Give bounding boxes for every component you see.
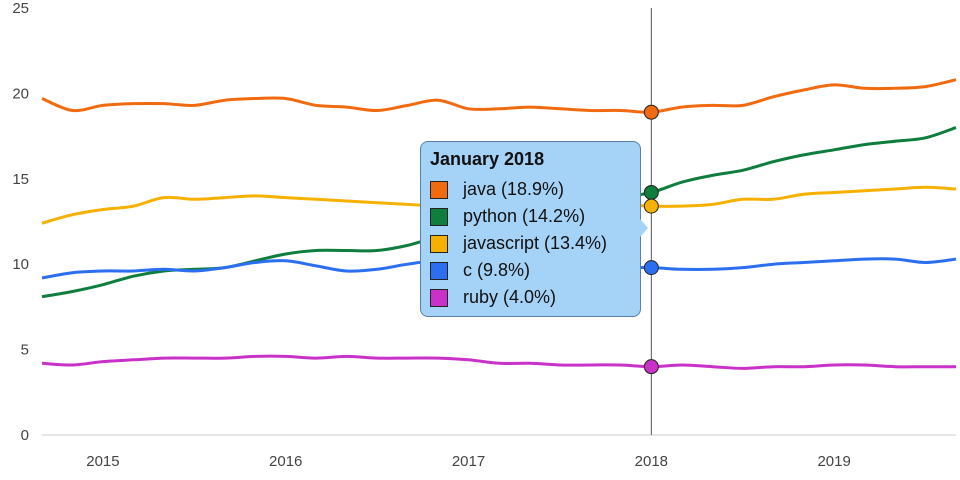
tooltip-row-javascript: javascript (13.4%): [430, 230, 632, 257]
y-tick-label-25: 25: [12, 0, 29, 17]
tooltip-label-javascript: javascript (13.4%): [463, 233, 608, 253]
y-tick-label-0: 0: [21, 427, 29, 444]
hover-marker-python: [643, 184, 659, 200]
y-tick-label-10: 10: [12, 256, 29, 273]
x-tick-label-2017: 2017: [452, 453, 485, 470]
tooltip-row-java: java (18.9%): [430, 176, 632, 203]
tooltip-label-python: python (14.2%): [463, 206, 586, 226]
x-tick-label-2019: 2019: [817, 453, 850, 470]
hover-marker-javascript: [643, 198, 659, 214]
tooltip-swatch-python: [430, 207, 448, 226]
y-tick-label-5: 5: [21, 342, 29, 359]
series-line-java: [41, 78, 957, 114]
x-tick-label-2018: 2018: [635, 453, 668, 470]
tooltip-swatch-ruby: [430, 288, 448, 307]
series-line-ruby: [41, 354, 956, 370]
tooltip-pointer: [640, 219, 648, 237]
tooltip-row-c: c (9.8%): [430, 257, 632, 284]
y-tick-label-15: 15: [12, 171, 29, 188]
tooltip-row-ruby: ruby (4.0%): [430, 284, 632, 311]
hover-tooltip: January 2018 java (18.9%) python (14.2%)…: [420, 141, 641, 317]
tooltip-row-python: python (14.2%): [430, 203, 632, 230]
tooltip-swatch-javascript: [430, 234, 448, 253]
tooltip-title: January 2018: [430, 149, 545, 169]
tooltip-label-ruby: ruby (4.0%): [463, 287, 557, 307]
hover-markers: [643, 104, 659, 375]
x-tick-label-2016: 2016: [269, 453, 302, 470]
x-tick-label-2015: 2015: [86, 453, 119, 470]
tooltip-swatch-java: [430, 180, 448, 199]
hover-marker-c: [643, 260, 659, 276]
tooltip-label-java: java (18.9%): [463, 179, 565, 199]
tooltip-swatch-c: [430, 261, 448, 280]
tooltip-label-c: c (9.8%): [463, 260, 531, 280]
y-axis-tick-labels: 0 5 10 15 20 25: [12, 0, 29, 444]
y-tick-label-20: 20: [12, 85, 29, 102]
hover-marker-ruby: [643, 359, 659, 375]
x-axis-tick-labels: 2015 2016 2017 2018 2019: [86, 453, 851, 470]
hover-marker-java: [643, 104, 659, 120]
